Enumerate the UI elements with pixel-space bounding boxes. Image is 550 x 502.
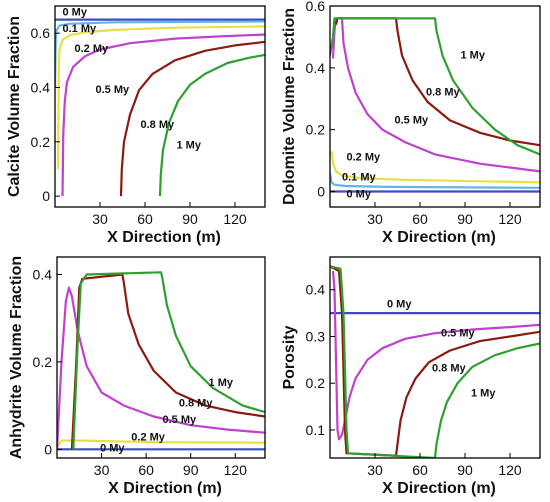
porosity-y-tick-label: 0.2: [306, 375, 326, 391]
anhydrite-panel: 30 60 90 120 0 0.2 0.4 X Direction (m) Anhydrite…: [8, 256, 266, 497]
dolomite-y-tick-label: 0: [317, 184, 325, 200]
anhydrite-series-0-5-my: [57, 286, 265, 450]
porosity-curve-label: 0.8 My: [432, 363, 467, 375]
dolomite-series-1-my: [330, 17, 540, 156]
anhydrite-x-tick-label: 90: [183, 462, 199, 478]
dolomite-curve-label: 0.8 My: [426, 87, 461, 99]
dolomite-x-tick-label: 60: [412, 211, 428, 227]
dolomite-y-axis-label: Dolomite Volume Fraction: [281, 8, 298, 205]
anhydrite-x-axis-label: X Direction (m): [108, 480, 222, 497]
calcite-curve-label: 0.2 My: [75, 43, 110, 55]
porosity-series-0-5-my: [331, 270, 540, 441]
porosity-curve-label: 1 My: [471, 387, 496, 399]
calcite-x-tick-label: 90: [182, 211, 198, 227]
dolomite-x-tick-label: 30: [367, 211, 383, 227]
dolomite-x-axis-label: X Direction (m): [382, 229, 496, 246]
porosity-x-tick-label: 60: [412, 462, 428, 478]
dolomite-curve-label: 0.5 My: [395, 115, 430, 127]
porosity-x-axis-label: X Direction (m): [382, 480, 496, 497]
dolomite-curve-label: 1 My: [461, 50, 486, 62]
anhydrite-y-axis-label: Anhydrite Volume Fraction: [8, 256, 25, 459]
anhydrite-x-tick-label: 30: [94, 462, 110, 478]
porosity-plot-frame: [329, 256, 541, 459]
dolomite-y-tick-label: 0.4: [306, 60, 326, 76]
calcite-x-axis-label: X Direction (m): [107, 229, 221, 246]
anhydrite-curve-label: 0.5 My: [162, 414, 197, 426]
dolomite-y-tick-label: 0.2: [306, 122, 326, 138]
anhydrite-series-0-2-my: [57, 439, 265, 448]
porosity-series-1-my: [330, 265, 540, 458]
calcite-curve-label: 0.8 My: [141, 119, 176, 131]
anhydrite-curve-label: 0.2 My: [131, 432, 166, 444]
calcite-series-1-my: [158, 53, 265, 197]
dolomite-x-tick-label: 120: [498, 211, 522, 227]
calcite-y-tick-label: 0.4: [31, 79, 51, 95]
porosity-y-tick-label: 0.3: [306, 328, 326, 344]
dolomite-plot-frame: [329, 5, 541, 208]
anhydrite-y-tick-label: 0.4: [33, 266, 53, 282]
porosity-x-tick-label: 120: [498, 462, 522, 478]
calcite-panel: 30 60 90 120 0 0.2 0.4 0.6 X Direction (m) Calcit…: [6, 5, 266, 246]
calcite-series-0-1-my: [55, 20, 265, 88]
anhydrite-plot-frame: [56, 256, 266, 459]
porosity-x-tick-label: 90: [457, 462, 473, 478]
calcite-y-tick-label: 0.6: [31, 25, 51, 41]
porosity-y-tick-label: 0.1: [306, 422, 326, 438]
anhydrite-x-tick-label: 60: [138, 462, 154, 478]
anhydrite-curve-label: 0 My: [100, 442, 125, 454]
calcite-y-axis-label: Calcite Volume Fraction: [6, 16, 23, 197]
calcite-curve-label: 0 My: [63, 7, 88, 19]
dolomite-y-tick-label: 0.6: [306, 0, 326, 14]
calcite-x-tick-label: 60: [137, 211, 153, 227]
dolomite-panel: 30 60 90 120 0 0.2 0.4 0.6 X Direction (m) Dolomi…: [281, 0, 541, 246]
porosity-curve-label: 0 My: [387, 298, 412, 310]
dolomite-x-tick-label: 90: [457, 211, 473, 227]
calcite-x-tick-label: 30: [92, 211, 108, 227]
porosity-y-tick-label: 0.4: [306, 282, 326, 298]
anhydrite-curve-label: 1 My: [209, 377, 234, 389]
anhydrite-y-tick-label: 0: [44, 441, 52, 457]
anhydrite-curve-label: 0.8 My: [179, 397, 214, 409]
porosity-curve-label: 0.5 My: [441, 327, 476, 339]
dolomite-curve-label: 0.1 My: [342, 172, 377, 184]
dolomite-series-0-1-my: [330, 172, 540, 189]
calcite-y-tick-label: 0: [42, 188, 50, 204]
porosity-panel: 30 60 90 120 0.1 0.2 0.3 0.4 X Direction (m) Poro…: [281, 256, 541, 497]
calcite-series-0-8-my: [119, 40, 265, 197]
anhydrite-x-tick-label: 120: [224, 462, 248, 478]
dolomite-curve-label: 0 My: [347, 189, 372, 201]
calcite-curve-label: 0.5 My: [96, 84, 131, 96]
porosity-x-tick-label: 30: [367, 462, 383, 478]
calcite-curve-label: 0.1 My: [63, 23, 98, 35]
dolomite-curve-label: 0.2 My: [347, 152, 382, 164]
calcite-x-tick-label: 120: [223, 211, 247, 227]
anhydrite-series-0-8-my: [70, 273, 265, 450]
calcite-y-tick-label: 0.2: [31, 134, 51, 150]
anhydrite-y-tick-label: 0.2: [33, 354, 53, 370]
porosity-y-axis-label: Porosity: [281, 325, 298, 389]
calcite-series-0-5-my: [61, 33, 265, 197]
anhydrite-series-1-my: [72, 271, 265, 450]
calcite-plot-frame: [54, 5, 266, 208]
dolomite-series-0-2-my: [330, 151, 540, 184]
porosity-series-0-8-my: [330, 265, 540, 457]
calcite-curve-label: 1 My: [177, 140, 202, 152]
calcite-series-0-2-my: [56, 25, 265, 170]
